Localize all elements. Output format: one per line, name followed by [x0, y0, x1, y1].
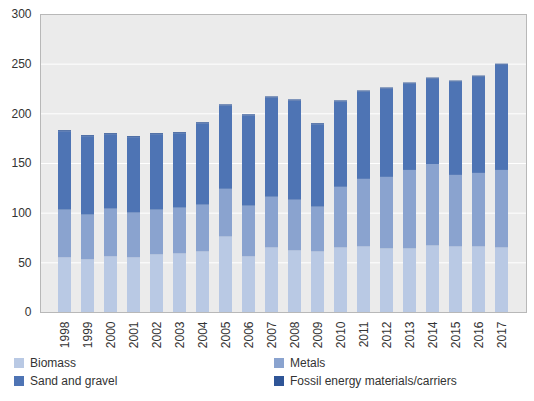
- svg-text:2005: 2005: [219, 321, 233, 348]
- svg-text:1999: 1999: [81, 321, 95, 348]
- svg-text:50: 50: [18, 256, 32, 270]
- svg-text:300: 300: [11, 7, 31, 21]
- svg-text:2004: 2004: [196, 321, 210, 348]
- svg-text:200: 200: [11, 107, 31, 121]
- svg-text:2009: 2009: [311, 321, 325, 348]
- svg-text:2001: 2001: [127, 321, 141, 348]
- html-text:Metals: Metals: [290, 356, 326, 370]
- svg-text:2000: 2000: [104, 321, 118, 348]
- svg-text:100: 100: [11, 206, 31, 220]
- svg-text:2010: 2010: [334, 321, 348, 348]
- svg-text:2017: 2017: [495, 321, 509, 348]
- svg-text:2003: 2003: [173, 321, 187, 348]
- svg-text:250: 250: [11, 57, 31, 71]
- html-text:Fossil energy materials/carrie: Fossil energy materials/carriers: [290, 374, 457, 388]
- svg-text:2013: 2013: [403, 321, 417, 348]
- svg-text:2007: 2007: [265, 321, 279, 348]
- svg-text:2006: 2006: [242, 321, 256, 348]
- svg-text:0: 0: [25, 305, 32, 319]
- svg-text:2002: 2002: [150, 321, 164, 348]
- svg-text:1998: 1998: [58, 321, 72, 348]
- svg-text:2008: 2008: [288, 321, 302, 348]
- svg-text:2012: 2012: [380, 321, 394, 348]
- svg-text:2014: 2014: [426, 321, 440, 348]
- html-text:Biomass: Biomass: [30, 356, 76, 370]
- svg-text:2015: 2015: [449, 321, 463, 348]
- svg-text:2011: 2011: [357, 321, 371, 347]
- svg-text:2016: 2016: [472, 321, 486, 348]
- svg-text:150: 150: [11, 156, 31, 170]
- html-text:Sand and gravel: Sand and gravel: [30, 374, 118, 388]
